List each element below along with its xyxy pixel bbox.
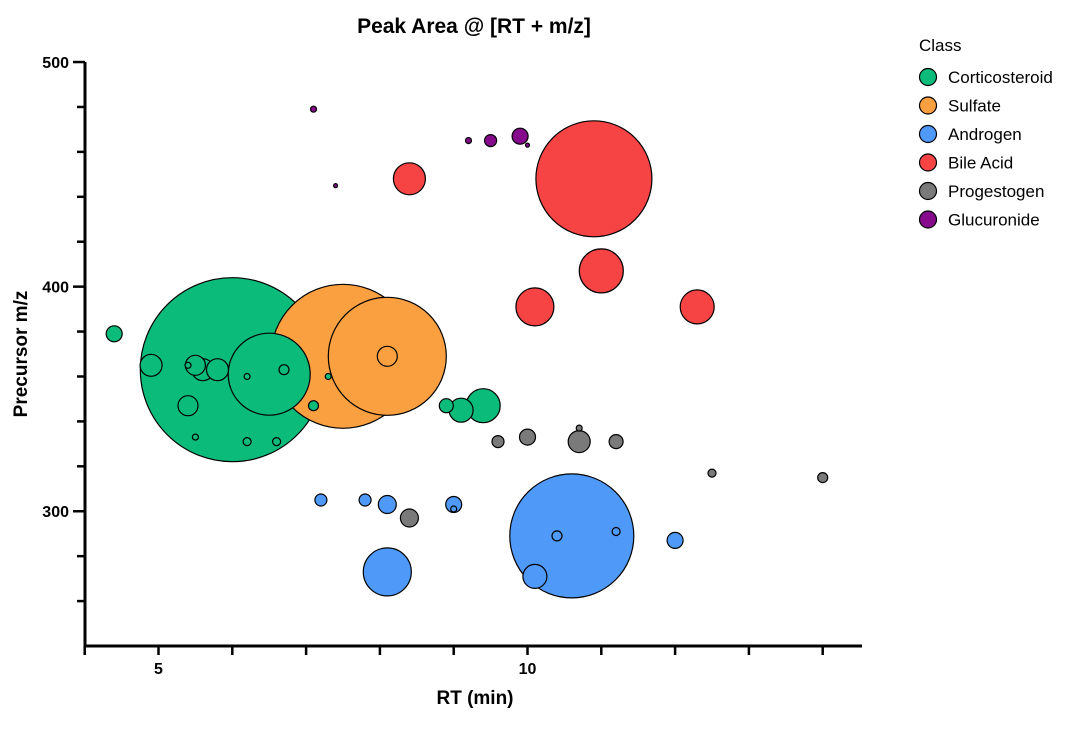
bubble-glucuronide-4 [309, 105, 318, 113]
bubble-glucuronide-1 [484, 134, 498, 148]
bubble-bile-acid-3 [515, 287, 555, 327]
bubble-progestogen-3 [608, 434, 624, 450]
legend: Class Corticosteroid Sulfate Androgen Bile … [918, 36, 1053, 230]
bubble-corticosteroid-15 [324, 372, 332, 381]
bubble-androgen-5 [377, 494, 397, 515]
legend-label-bile-acid: Bile Acid [948, 154, 1013, 173]
bubble-bile-acid-4 [679, 289, 715, 325]
y-tick-label: 400 [42, 280, 69, 297]
legend-marker-corticosteroid [918, 67, 938, 87]
bubble-progestogen-0 [567, 430, 591, 454]
legend-marker-androgen [918, 124, 938, 144]
bubble-glucuronide-5 [333, 183, 339, 189]
axes: 5 10 300 400 500 [42, 55, 862, 678]
bubble-corticosteroid-7 [205, 358, 230, 382]
bubble-androgen-4 [358, 493, 372, 507]
x-ticks: 5 10 [83, 646, 824, 678]
legend-title: Class [919, 36, 962, 55]
bubble-corticosteroid-1 [227, 332, 311, 416]
bubble-corticosteroid-14 [307, 400, 320, 412]
legend-label-androgen: Androgen [948, 125, 1022, 144]
legend-marker-sulfate [918, 96, 938, 115]
bubble-androgen-2 [522, 563, 548, 590]
bubble-glucuronide-0 [511, 127, 529, 145]
bubble-progestogen-7 [817, 472, 829, 484]
bubble-corticosteroid-10 [243, 372, 251, 381]
bubble-corticosteroid-11 [242, 437, 252, 447]
x-axis-label: RT (min) [436, 688, 513, 709]
bubble-androgen-1 [362, 547, 412, 597]
bubble-corticosteroid-2 [105, 325, 123, 343]
chart-title: Peak Area @ [RT + m/z] [357, 15, 591, 38]
bubble-bile-acid-0 [535, 120, 653, 238]
bubble-corticosteroid-8 [177, 395, 199, 417]
x-tick-label: 5 [154, 661, 163, 678]
bubble-androgen-3 [314, 493, 328, 507]
bubble-androgen-10 [666, 531, 684, 550]
bubble-glucuronide-2 [464, 137, 473, 145]
legend-label-corticosteroid: Corticosteroid [948, 68, 1053, 87]
bubble-layer [105, 105, 829, 599]
bubble-corticosteroid-12 [278, 364, 290, 376]
bubble-bile-acid-2 [578, 248, 624, 294]
bubble-corticosteroid-3 [139, 353, 163, 377]
y-axis-label: Precursor m/z [11, 291, 32, 418]
legend-label-glucuronide: Glucuronide [948, 211, 1040, 230]
bubble-androgen-9 [611, 526, 621, 537]
legend-marker-bile-acid [918, 153, 938, 172]
legend-label-sulfate: Sulfate [948, 97, 1001, 116]
bubble-corticosteroid-13 [272, 437, 282, 447]
y-ticks: 300 400 500 [42, 55, 85, 603]
bubble-corticosteroid-9 [191, 433, 199, 441]
bubble-glucuronide-3 [524, 142, 531, 148]
legend-marker-glucuronide [918, 210, 938, 229]
bubble-corticosteroid-4 [184, 361, 192, 369]
bubble-corticosteroid-16 [438, 398, 454, 414]
x-tick-label: 10 [519, 661, 537, 678]
bubble-progestogen-5 [399, 508, 419, 528]
bubble-androgen-7 [450, 505, 458, 513]
y-tick-label: 500 [42, 55, 69, 72]
bubble-progestogen-2 [491, 435, 505, 449]
bubble-progestogen-6 [707, 468, 717, 478]
bubble-androgen-8 [551, 530, 563, 542]
legend-label-progestogen: Progestogen [948, 182, 1044, 201]
bubble-progestogen-1 [518, 428, 537, 446]
bubble-sulfate-2 [376, 345, 398, 367]
bubble-bile-acid-1 [392, 162, 426, 196]
y-tick-label: 300 [42, 504, 69, 521]
legend-marker-progestogen [918, 181, 938, 201]
bubble-progestogen-4 [575, 424, 583, 432]
